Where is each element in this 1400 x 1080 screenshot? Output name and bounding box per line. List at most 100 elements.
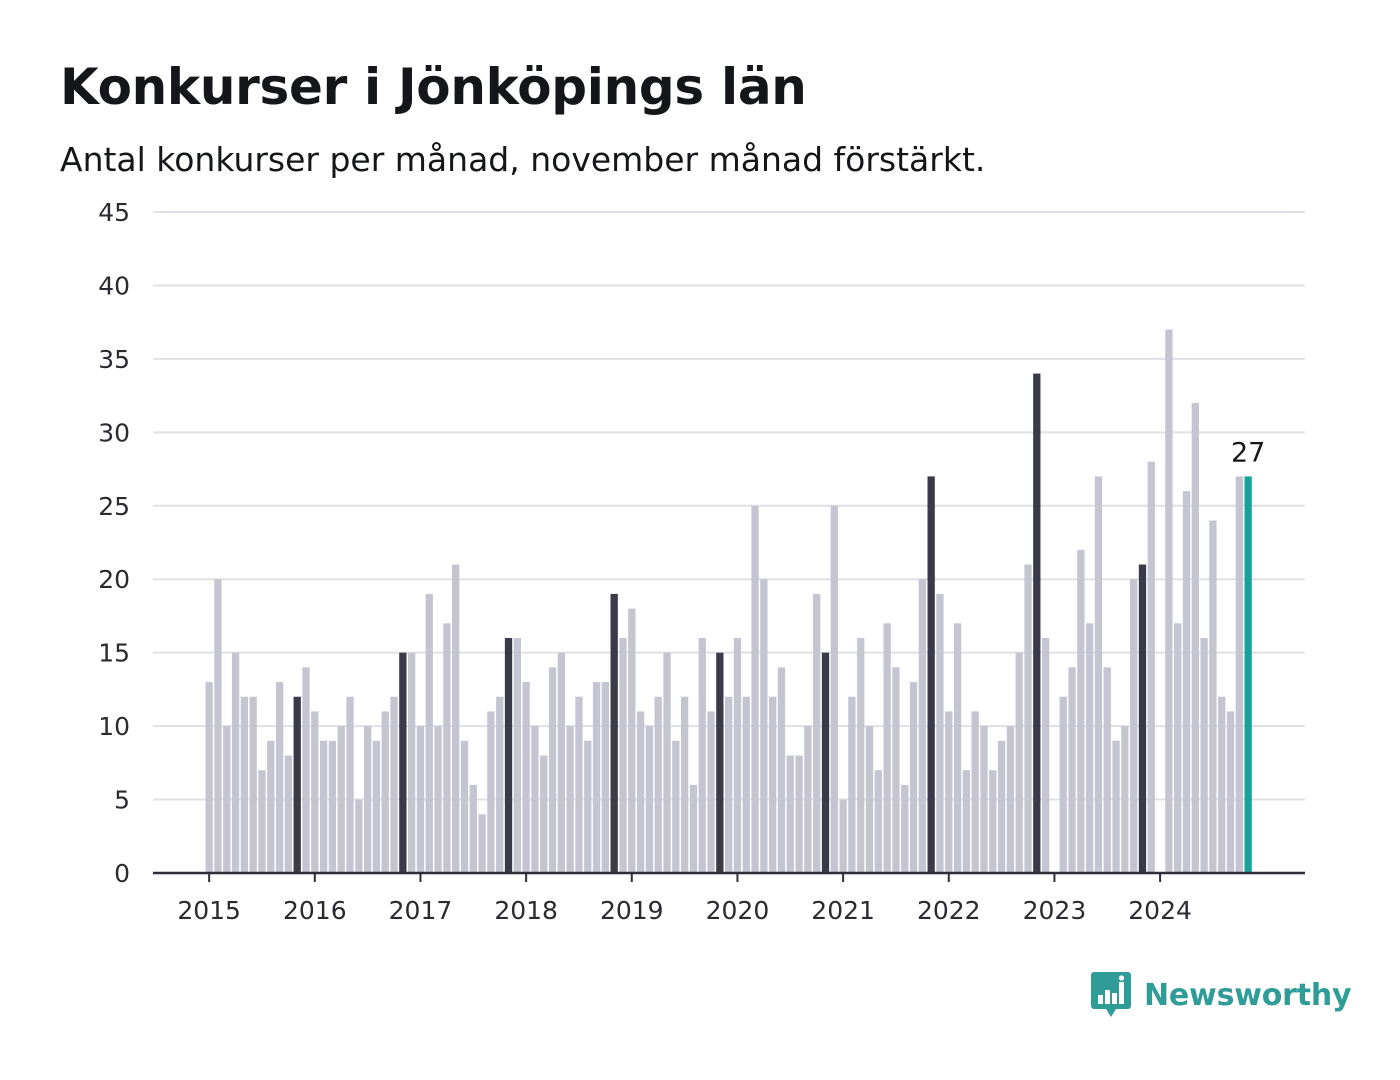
bar [513,637,521,873]
x-tick-label: 2015 [177,896,241,925]
bar [460,740,469,873]
bar-november [1138,564,1147,873]
y-tick-label: 45 [98,198,130,227]
bar [1147,461,1155,873]
bar [848,696,856,873]
bar [733,637,742,873]
y-tick-label: 20 [98,565,130,594]
bar [1130,579,1138,873]
bar [223,726,231,873]
x-tick-label: 2019 [600,896,664,925]
bar [205,682,213,873]
bar-november [716,652,724,873]
bar [1077,549,1085,873]
bar [707,711,715,873]
bars [153,329,1305,875]
bar-november [610,593,618,873]
bar [311,711,319,873]
bar [1068,667,1076,873]
newsworthy-logo-icon [1091,972,1131,1017]
bar [751,505,759,873]
x-tick-label: 2018 [494,896,558,925]
bar [355,799,363,873]
bar [1059,696,1067,873]
bar [1209,520,1217,873]
bar [240,696,249,873]
bar [971,711,979,873]
bar [1015,652,1023,873]
bar [1041,637,1050,873]
bar [645,726,654,873]
x-tick-label: 2021 [811,896,875,925]
bar [680,696,689,873]
chart-subtitle: Antal konkurser per månad, november måna… [60,140,986,179]
bar [1226,711,1235,873]
bar [275,682,284,873]
bar [1006,726,1015,873]
bar [769,696,777,873]
y-tick-label: 10 [98,712,130,741]
x-tick-label: 2017 [389,896,453,925]
bar [813,593,821,873]
bar-latest [1244,476,1252,873]
bar [557,652,565,873]
bar [363,726,372,873]
bar [945,711,953,873]
bar-november [399,652,407,873]
bar [962,770,971,873]
x-tick-label: 2020 [706,896,770,925]
bar [760,579,768,873]
bar [901,784,909,873]
bar [936,593,944,873]
bar [592,682,601,873]
bar [522,682,530,873]
latest-value-label: 27 [1231,437,1265,468]
bar [452,564,460,873]
bar [346,696,354,873]
bar [337,726,345,873]
bar [857,637,865,873]
bar [531,726,539,873]
bar [989,770,997,873]
bar [1191,402,1199,873]
bar [469,784,477,873]
bar [416,726,425,873]
bar [434,726,442,873]
y-tick-label: 15 [98,639,130,668]
y-tick-label: 40 [98,271,130,300]
bar [540,755,548,873]
bar [1112,740,1120,873]
bar-november [821,652,830,873]
bar [425,593,433,873]
bar [1235,476,1243,873]
bar [636,711,645,873]
bar [284,755,293,873]
bar [249,696,257,873]
bar [874,770,882,873]
bar-november [504,637,513,873]
bar-november [927,476,935,873]
bar [1218,696,1226,873]
bar [258,770,266,873]
bar [663,652,671,873]
bar [918,579,926,873]
bar [302,667,310,873]
bar [1121,726,1129,873]
bar [689,784,698,873]
bar [1086,623,1094,873]
bar [698,637,706,873]
bar [892,667,900,873]
bar [997,740,1006,873]
bar [654,696,662,873]
bar [1024,564,1032,873]
bar-november [293,696,301,873]
bar [267,740,275,873]
bar [408,652,416,873]
bar [804,726,812,873]
bar [909,682,918,873]
bar [980,726,988,873]
x-tick-label: 2024 [1128,896,1192,925]
bar [619,637,627,873]
bar [575,696,583,873]
